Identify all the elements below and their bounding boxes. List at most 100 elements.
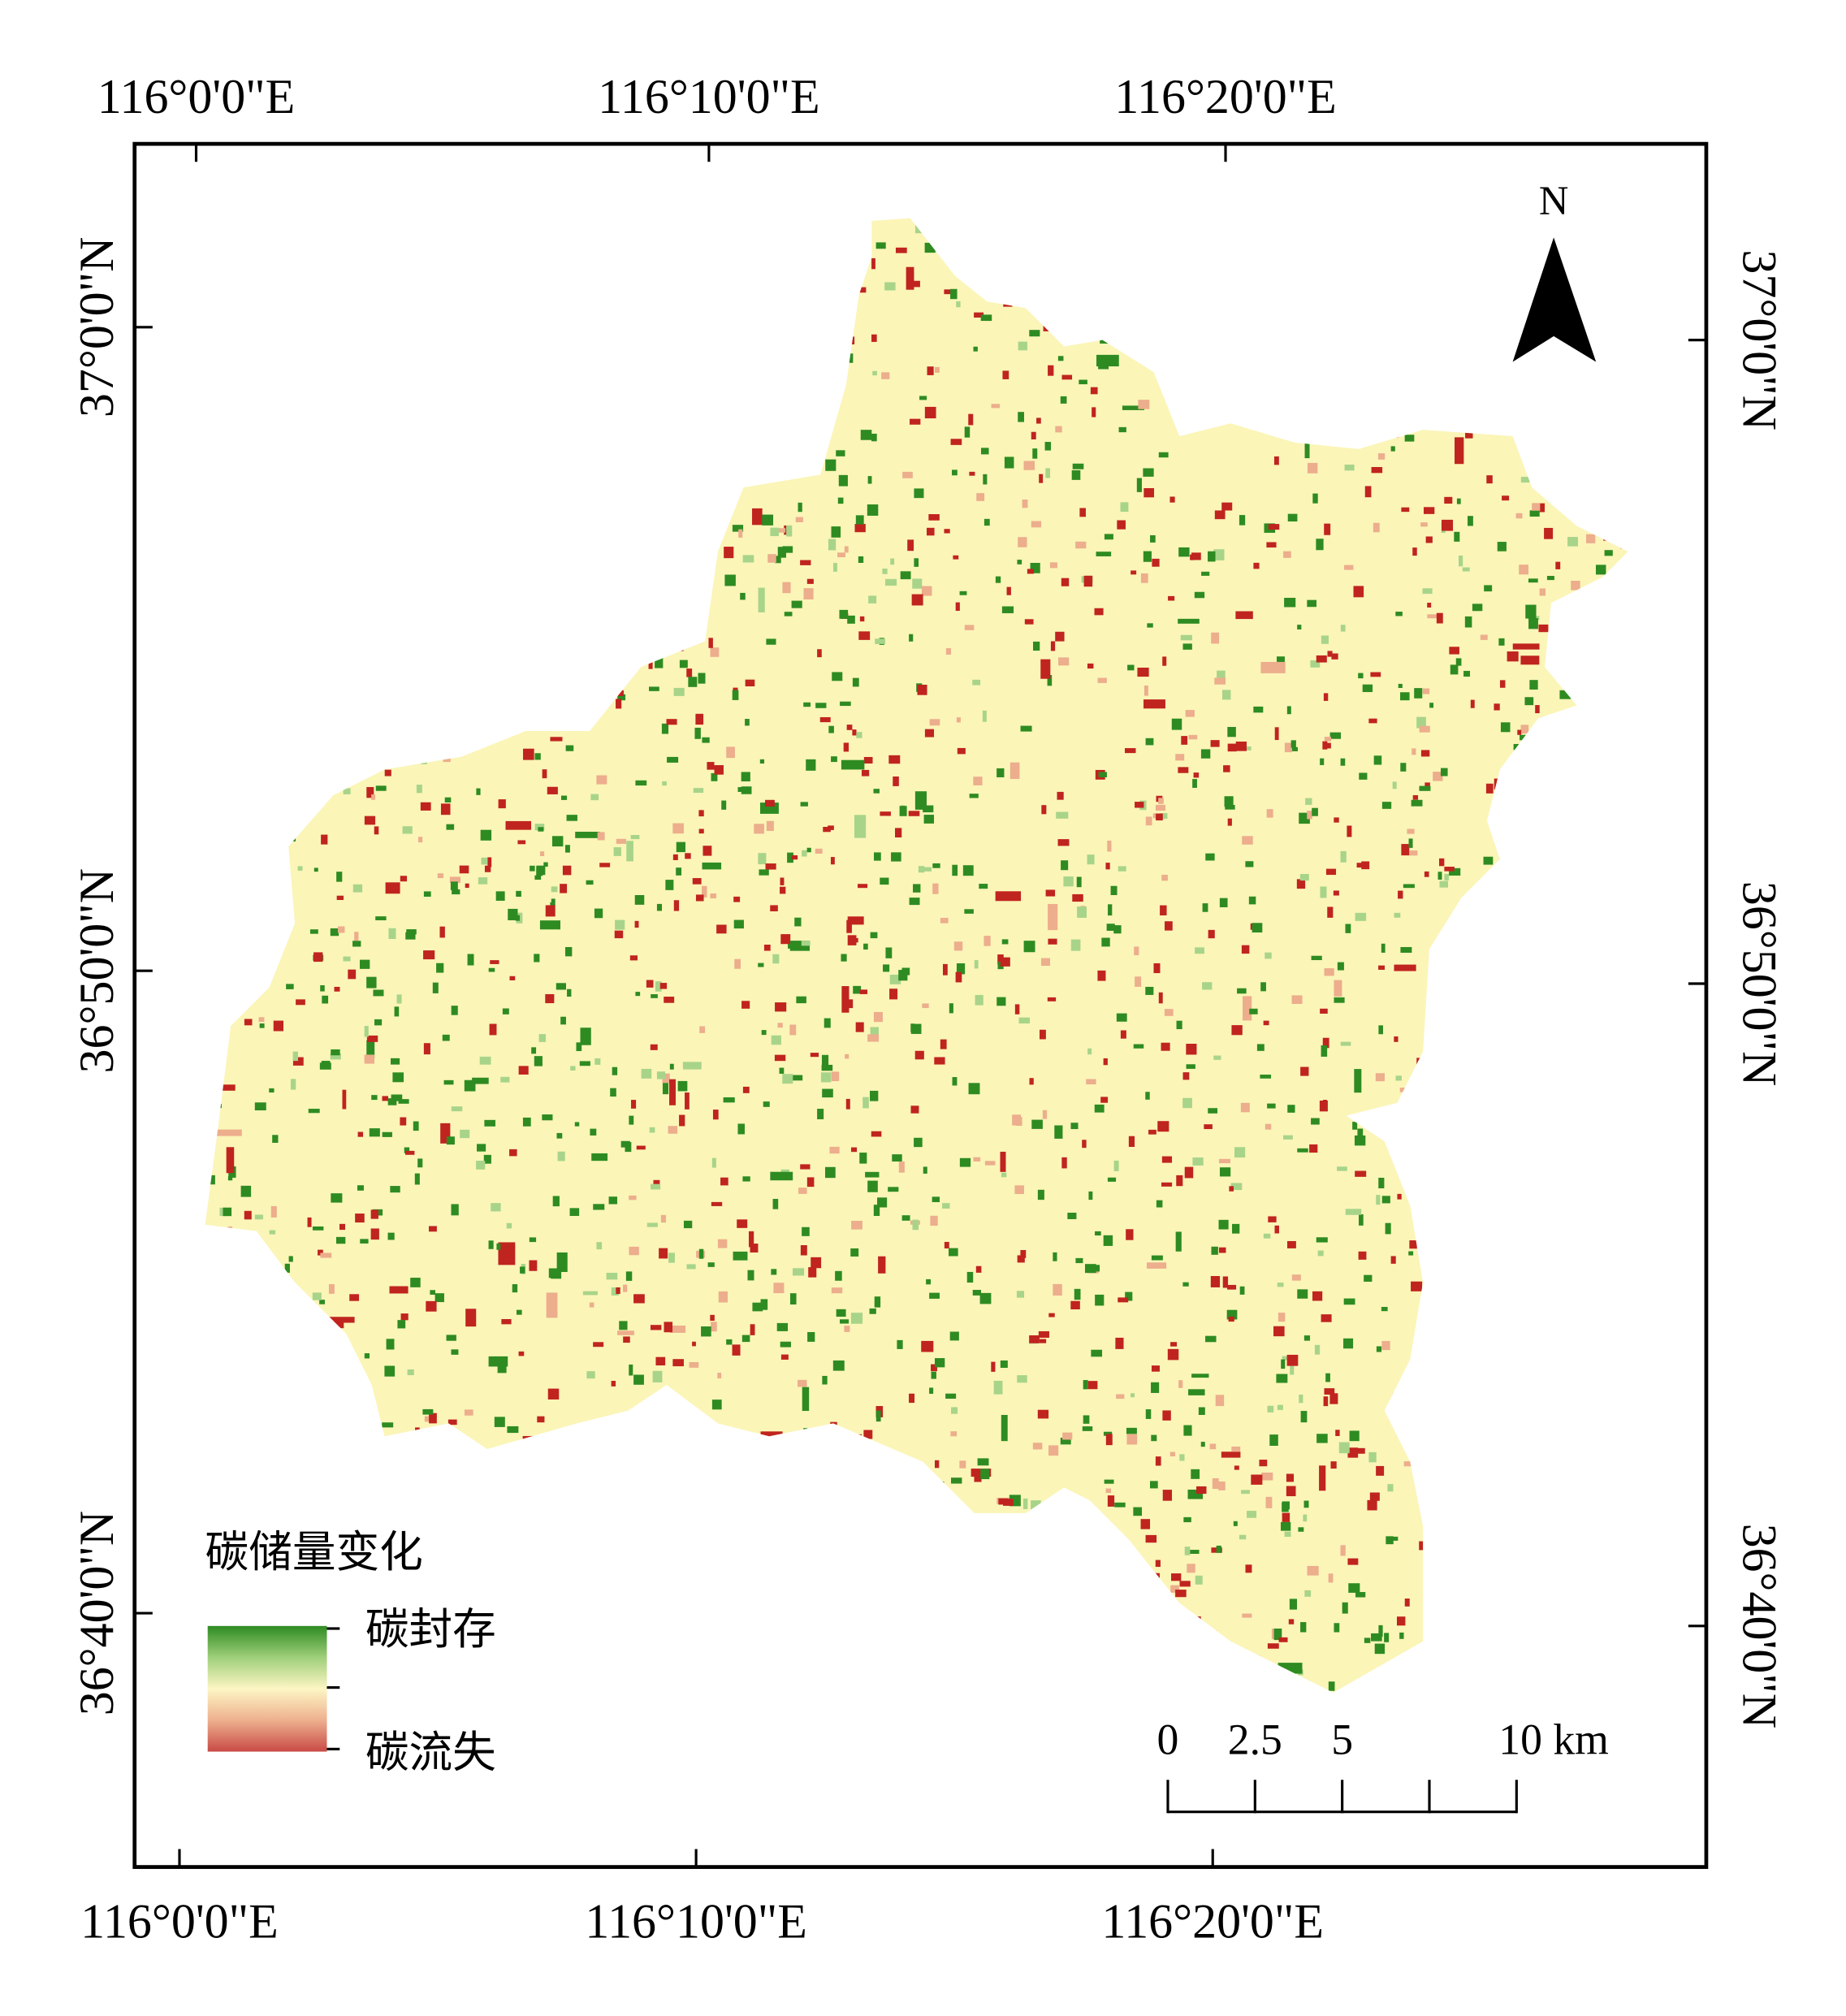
patch xyxy=(1388,377,1396,382)
patch xyxy=(1109,229,1118,238)
patch xyxy=(858,556,864,563)
patch xyxy=(339,1223,346,1231)
patch xyxy=(1328,1681,1335,1691)
patch xyxy=(1093,1265,1100,1272)
patch xyxy=(1263,1233,1271,1239)
patch xyxy=(1307,1565,1319,1576)
patch xyxy=(918,866,925,873)
patch xyxy=(1178,767,1189,773)
patch xyxy=(220,526,225,532)
patch xyxy=(1409,1136,1416,1144)
patch xyxy=(1554,1409,1559,1419)
patch xyxy=(1211,632,1220,644)
patch xyxy=(952,1077,958,1086)
patch xyxy=(929,1292,940,1299)
patch xyxy=(1420,522,1428,527)
patch xyxy=(1300,1066,1309,1076)
patch xyxy=(1290,1365,1295,1375)
patch xyxy=(1486,475,1493,484)
patch xyxy=(1497,542,1507,552)
patch xyxy=(1216,1545,1221,1553)
patch xyxy=(247,1404,255,1412)
legend-ramp xyxy=(207,1625,327,1752)
patch xyxy=(366,1040,375,1059)
patch xyxy=(1424,275,1432,280)
patch xyxy=(247,1467,257,1475)
patch xyxy=(1431,1224,1443,1231)
patch xyxy=(1381,943,1386,953)
patch xyxy=(751,1450,758,1460)
patch xyxy=(1188,1550,1200,1555)
patch xyxy=(1159,813,1168,820)
patch xyxy=(489,235,499,243)
patch xyxy=(950,439,962,445)
patch xyxy=(1611,442,1618,450)
patch xyxy=(806,578,814,584)
patch xyxy=(800,560,811,565)
patch xyxy=(369,255,380,262)
patch xyxy=(1525,1646,1532,1655)
patch xyxy=(545,905,556,917)
patch xyxy=(256,444,263,452)
patch xyxy=(1298,1527,1304,1532)
patch xyxy=(580,352,586,357)
patch xyxy=(1433,1190,1446,1202)
patch xyxy=(1178,547,1190,557)
patch xyxy=(410,1278,421,1287)
patch xyxy=(369,1128,380,1137)
patch xyxy=(1446,1291,1466,1296)
patch xyxy=(673,900,680,911)
patch xyxy=(888,1187,899,1192)
patch xyxy=(1597,465,1603,474)
patch xyxy=(378,1675,384,1681)
patch xyxy=(1419,785,1431,791)
patch xyxy=(364,1477,370,1489)
patch xyxy=(1018,1017,1031,1024)
patch xyxy=(1226,1679,1234,1690)
patch xyxy=(1355,912,1367,921)
patch xyxy=(1251,1474,1263,1485)
patch xyxy=(735,357,741,364)
patch xyxy=(1500,722,1511,733)
patch xyxy=(370,1228,379,1240)
patch xyxy=(1364,486,1372,498)
patch xyxy=(927,527,935,536)
patch xyxy=(845,1098,850,1110)
patch xyxy=(222,1084,236,1091)
patch xyxy=(1286,240,1298,253)
patch xyxy=(309,929,318,934)
patch xyxy=(299,453,305,465)
patch xyxy=(949,1003,953,1014)
patch xyxy=(741,786,752,794)
patch xyxy=(205,251,214,257)
patch xyxy=(1187,1564,1195,1573)
patch xyxy=(272,1135,279,1143)
patch xyxy=(543,862,548,867)
patch xyxy=(974,1476,982,1482)
patch xyxy=(1300,1622,1307,1633)
patch xyxy=(1515,1026,1523,1036)
patch xyxy=(1398,683,1403,688)
patch xyxy=(638,621,647,632)
patch xyxy=(1419,725,1430,733)
patch xyxy=(1222,1276,1229,1288)
patch xyxy=(1619,543,1628,549)
patch xyxy=(1167,1348,1179,1361)
patch xyxy=(576,384,583,391)
patch xyxy=(1525,604,1537,619)
patch xyxy=(383,719,388,725)
patch xyxy=(246,1421,252,1426)
patch xyxy=(1613,1019,1619,1030)
patch xyxy=(1097,970,1106,981)
patch xyxy=(811,1257,822,1269)
patch xyxy=(763,468,770,477)
patch xyxy=(1582,491,1607,504)
patch xyxy=(1048,903,1058,931)
patch xyxy=(1038,1330,1049,1338)
patch xyxy=(1165,921,1173,931)
patch xyxy=(656,903,663,911)
patch xyxy=(229,1254,240,1261)
patch xyxy=(1517,729,1522,735)
patch xyxy=(660,1214,667,1223)
patch xyxy=(1567,1457,1573,1465)
